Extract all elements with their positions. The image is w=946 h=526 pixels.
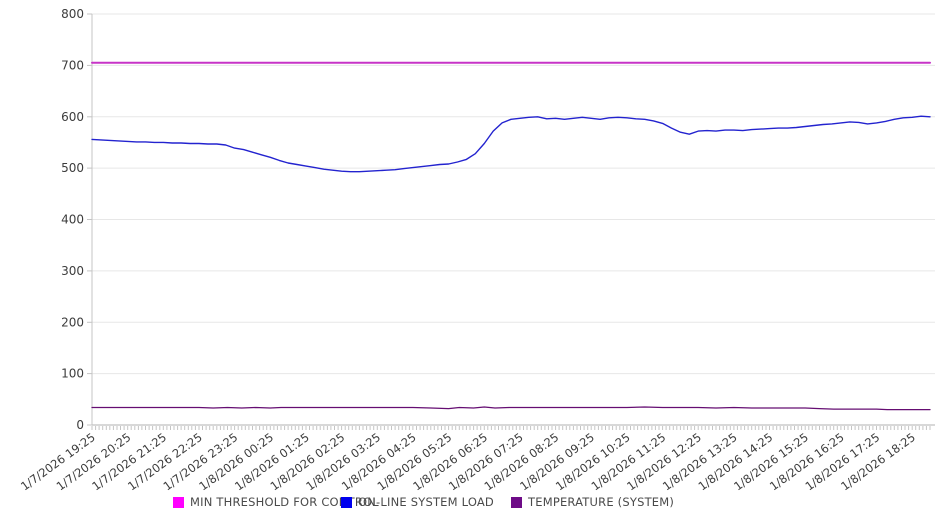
- svg-text:800: 800: [61, 7, 84, 21]
- svg-text:600: 600: [61, 110, 84, 124]
- legend-item-min-threshold: MIN THRESHOLD FOR CONTROL: [173, 495, 379, 509]
- legend-label-min-threshold: MIN THRESHOLD FOR CONTROL: [190, 495, 379, 509]
- svg-text:300: 300: [61, 264, 84, 278]
- legend-swatch-online-system-load: [341, 496, 352, 508]
- legend-label-temperature-system: TEMPERATURE (SYSTEM): [528, 495, 675, 509]
- legend-item-online-system-load: ON-LINE SYSTEM LOAD: [341, 495, 511, 509]
- y-axis: 800 700 600 500 400 300 200 100 0: [61, 7, 93, 432]
- legend-label-online-system-load: ON-LINE SYSTEM LOAD: [358, 495, 494, 509]
- series-line-2: [91, 406, 931, 411]
- svg-text:500: 500: [61, 161, 84, 175]
- legend-item-temperature-system: TEMPERATURE (SYSTEM): [511, 495, 674, 509]
- y-gridlines: [92, 13, 935, 426]
- legend-swatch-min-threshold: [173, 496, 184, 508]
- svg-text:0: 0: [76, 418, 84, 432]
- x-axis-labels: 1/7/2026 19:251/7/2026 20:251/7/2026 21:…: [18, 430, 918, 493]
- svg-text:100: 100: [61, 367, 84, 381]
- x-minor-ticks: [91, 426, 931, 430]
- svg-text:700: 700: [61, 58, 84, 72]
- chart-legend: MIN THRESHOLD FOR CONTROL ON-LINE SYSTEM…: [173, 495, 674, 509]
- svg-text:400: 400: [61, 213, 84, 227]
- svg-text:200: 200: [61, 315, 84, 329]
- legend-swatch-temperature-system: [511, 496, 522, 508]
- series-line-1: [91, 115, 931, 173]
